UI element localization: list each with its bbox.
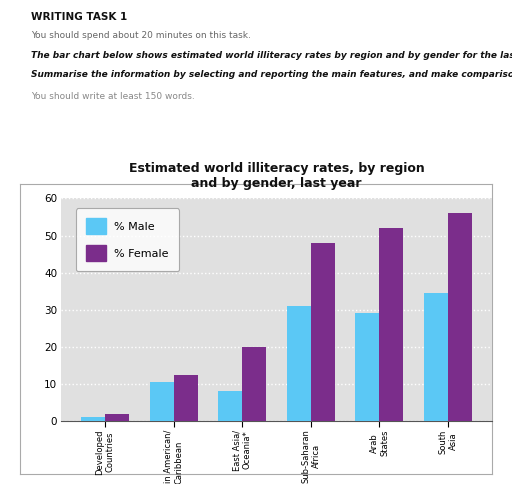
Text: You should spend about 20 minutes on this task.: You should spend about 20 minutes on thi… [31, 31, 250, 41]
Text: You should write at least 150 words.: You should write at least 150 words. [31, 92, 195, 101]
Bar [424, 293, 448, 421]
Text: WRITING TASK 1: WRITING TASK 1 [31, 12, 127, 22]
Bar [150, 382, 174, 421]
Text: Summarise the information by selecting and reporting the main features, and make: Summarise the information by selecting a… [31, 70, 512, 79]
Bar [81, 417, 105, 421]
Bar [287, 306, 311, 421]
Bar [242, 347, 266, 421]
Bar [218, 392, 242, 421]
Bar [355, 314, 379, 421]
Bar [311, 243, 335, 421]
Bar [174, 375, 198, 421]
Title: Estimated world illiteracy rates, by region
and by gender, last year: Estimated world illiteracy rates, by reg… [129, 162, 424, 190]
Legend: % Male, % Female: % Male, % Female [76, 209, 179, 271]
Bar [379, 228, 403, 421]
Text: The bar chart below shows estimated world illiteracy rates by region and by gend: The bar chart below shows estimated worl… [31, 51, 512, 60]
Bar [448, 213, 472, 421]
Bar [105, 414, 129, 421]
